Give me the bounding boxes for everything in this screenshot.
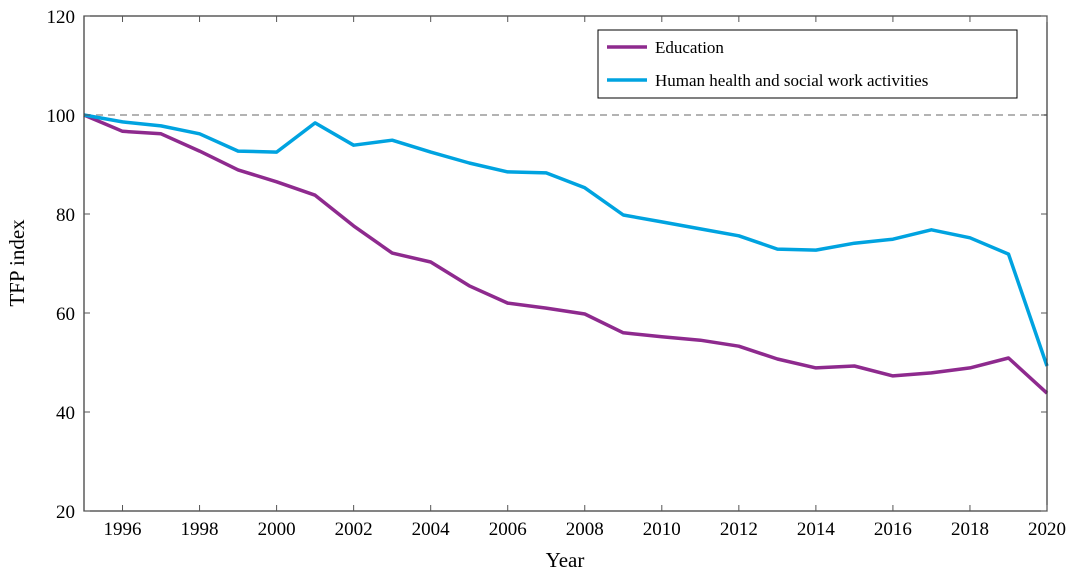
y-tick-label: 120 [47,7,76,28]
x-tick-label: 2020 [1028,519,1066,540]
x-tick-label: 2000 [258,519,296,540]
y-axis-label: TFP index [5,219,29,307]
x-tick-label: 2018 [951,519,989,540]
x-tick-label: 2012 [720,519,758,540]
y-tick-label: 20 [56,502,75,523]
x-tick-label: 2008 [566,519,604,540]
legend-label-education: Education [655,38,724,57]
x-tick-label: 2014 [797,519,836,540]
y-tick-label: 100 [47,106,76,127]
x-tick-label: 2010 [643,519,681,540]
x-axis-label: Year [546,548,585,572]
legend-label-health: Human health and social work activities [655,71,928,90]
x-tick-label: 2004 [412,519,451,540]
x-tick-label: 1996 [104,519,142,540]
x-tick-label: 2006 [489,519,527,540]
y-tick-label: 60 [56,304,75,325]
series-line-health [84,115,1047,366]
y-tick-label: 80 [56,205,75,226]
x-tick-label: 2002 [335,519,373,540]
series-line-education [84,115,1047,393]
legend: Education Human health and social work a… [598,30,1017,98]
x-tick-label: 2016 [874,519,912,540]
y-tick-label: 40 [56,403,75,424]
x-tick-label: 1998 [181,519,219,540]
